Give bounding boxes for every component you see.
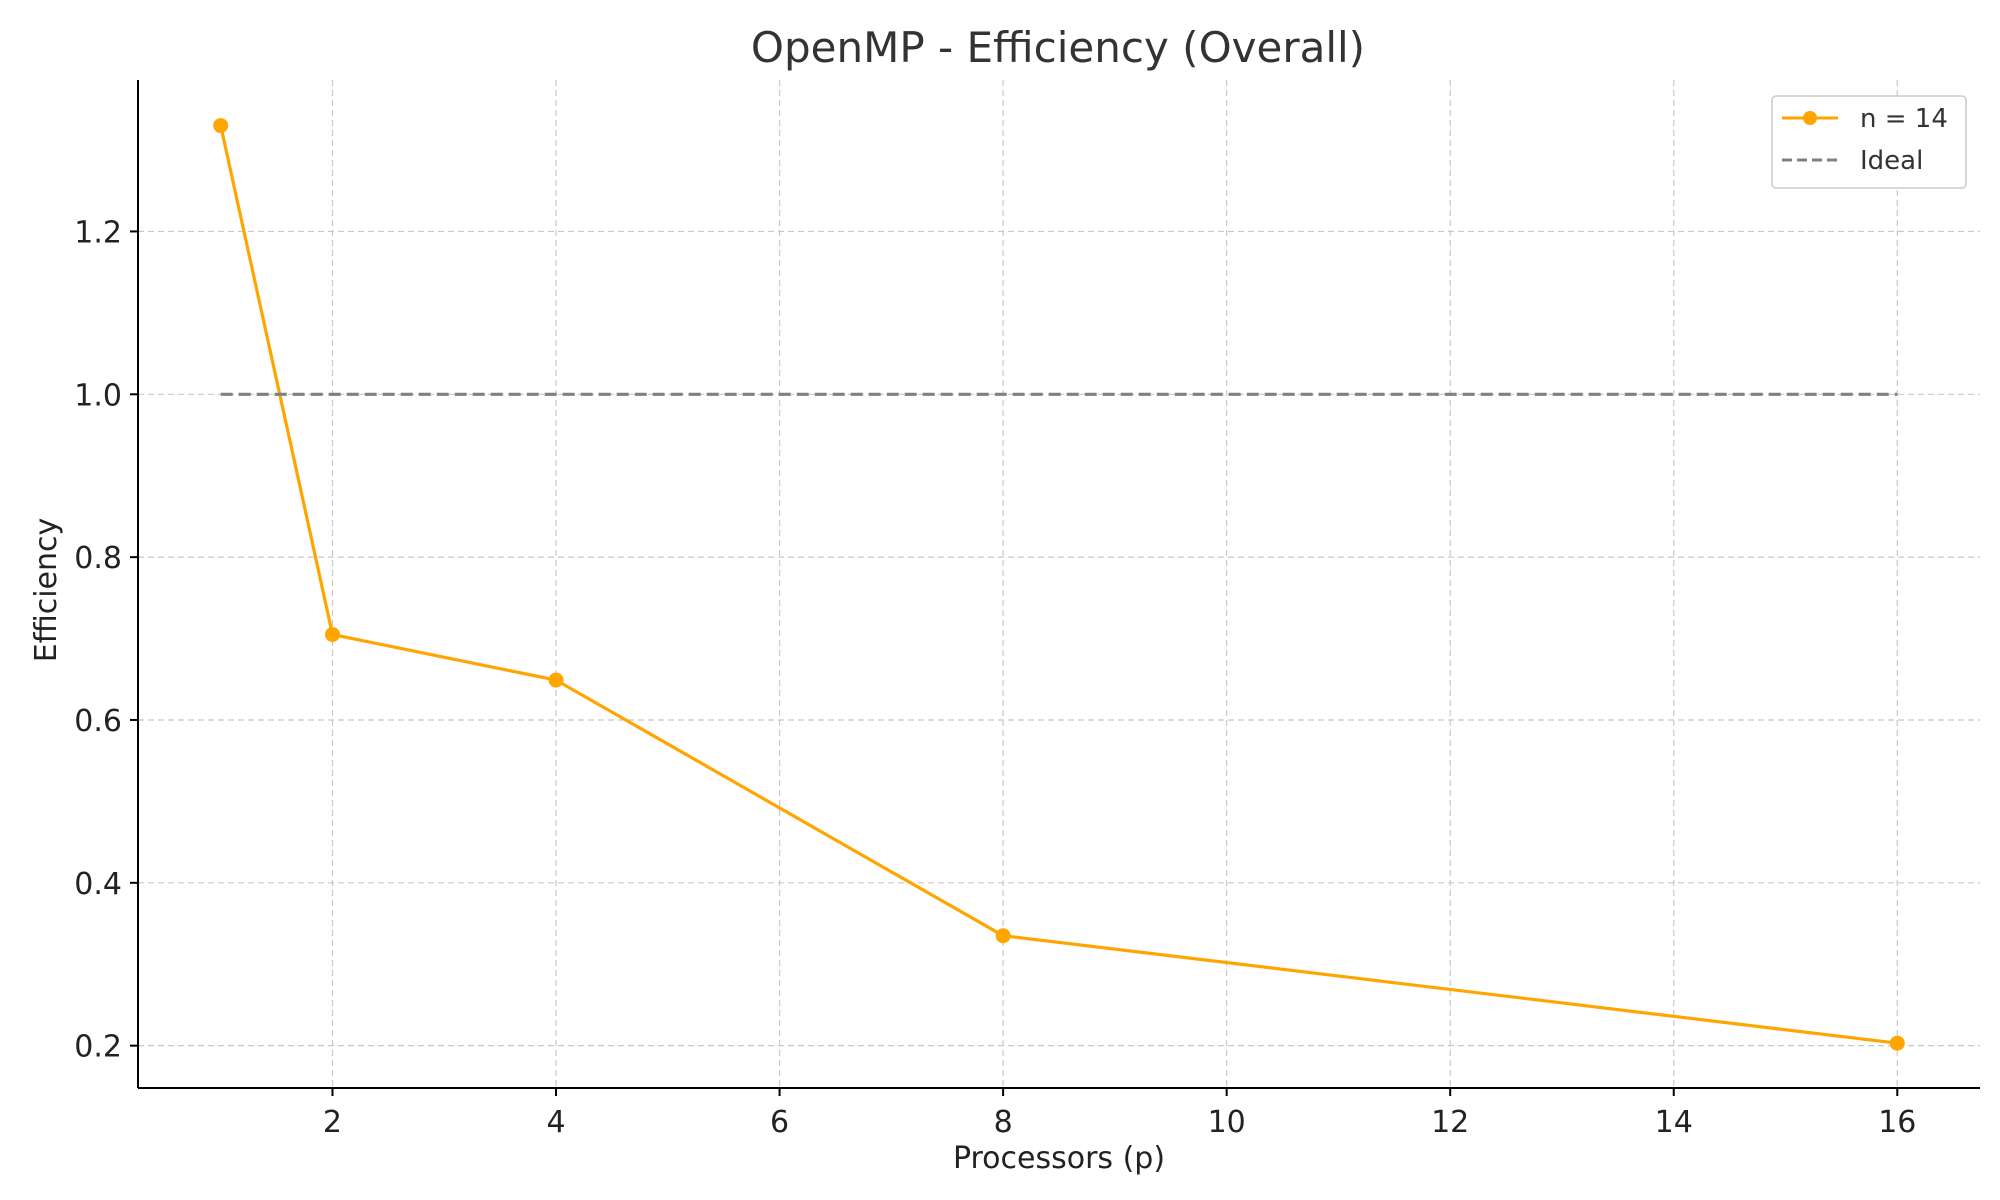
- x-tick-label: 4: [546, 1105, 565, 1140]
- x-tick-label: 6: [770, 1105, 789, 1140]
- x-tick-label: 16: [1878, 1105, 1916, 1140]
- y-tick-label: 0.4: [74, 867, 122, 902]
- series-line-0: [219, 125, 1898, 1045]
- legend-label-ideal: Ideal: [1860, 146, 1923, 176]
- legend-label-n14: n = 14: [1860, 104, 1948, 134]
- y-tick-label: 0.6: [74, 704, 122, 739]
- grid: [138, 80, 1980, 1088]
- y-tick-label: 1.2: [74, 215, 122, 250]
- x-tick-label: 14: [1655, 1105, 1693, 1140]
- x-tick-label: 8: [994, 1105, 1013, 1140]
- data-point: [548, 672, 564, 688]
- data-point: [1889, 1035, 1905, 1051]
- series-layer: [213, 118, 1905, 1051]
- legend: n = 14 Ideal: [1771, 95, 1967, 189]
- data-point: [995, 928, 1011, 944]
- ticks: 2 4 6 8 10 12 14 16 0.2 0.4 0.6 0.8 1.0 1.2: [74, 215, 1916, 1140]
- x-axis-title: Processors (p): [953, 1141, 1165, 1176]
- y-tick-label: 0.2: [74, 1030, 122, 1065]
- x-tick-label: 2: [323, 1105, 342, 1140]
- y-tick-label: 1.0: [74, 378, 122, 413]
- chart-title: OpenMP - Efficiency (Overall): [751, 23, 1365, 72]
- y-axis-title: Efficiency: [29, 518, 64, 663]
- legend-marker-n14: [1803, 111, 1817, 125]
- x-tick-label: 12: [1431, 1105, 1469, 1140]
- data-point: [324, 626, 340, 642]
- x-tick-label: 10: [1208, 1105, 1246, 1140]
- y-tick-label: 0.8: [74, 541, 122, 576]
- data-point: [213, 118, 229, 134]
